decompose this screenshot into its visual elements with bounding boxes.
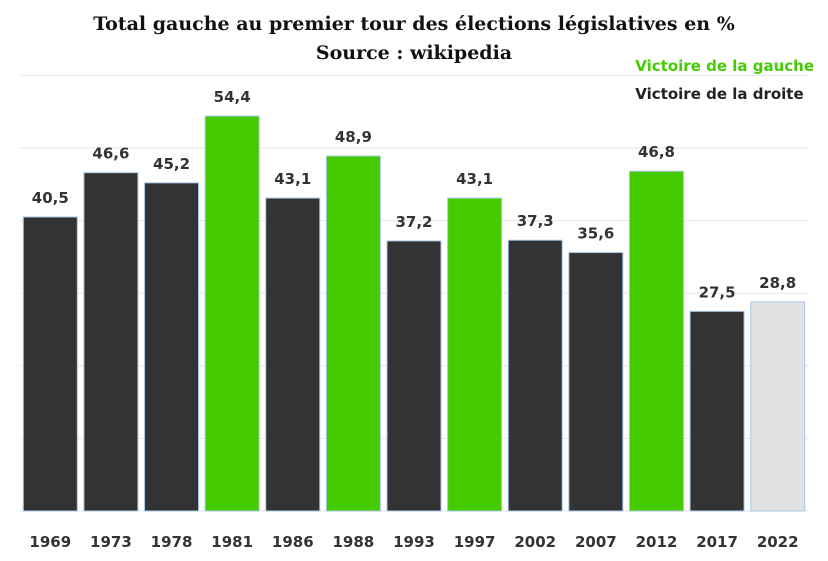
chart-title-block: Total gauche au premier tour des électio… — [0, 10, 828, 68]
x-tick-label: 1969 — [29, 533, 71, 551]
x-tick-label: 1997 — [454, 533, 496, 551]
bar — [22, 216, 78, 512]
legend-item-droite: Victoire de la droite — [635, 85, 804, 103]
bar — [83, 172, 139, 512]
bar — [325, 155, 381, 512]
chart-subtitle: Source : wikipedia — [315, 42, 513, 64]
data-label: 37,2 — [395, 213, 432, 231]
x-tick-label: 1988 — [333, 533, 375, 551]
bar — [204, 115, 260, 512]
data-label: 43,1 — [456, 170, 493, 188]
data-label: 37,3 — [517, 212, 554, 230]
bar — [750, 301, 806, 512]
bar — [507, 239, 563, 512]
data-label: 28,8 — [759, 274, 796, 292]
x-tick-label: 2017 — [696, 533, 738, 551]
bar — [447, 197, 503, 512]
x-tick-label: 1973 — [90, 533, 132, 551]
bar — [265, 197, 321, 512]
x-tick-label: 1993 — [393, 533, 435, 551]
data-label: 46,6 — [92, 145, 129, 163]
data-label: 27,5 — [699, 283, 736, 301]
x-tick-label: 1981 — [211, 533, 253, 551]
data-label: 48,9 — [335, 128, 372, 146]
bar — [144, 182, 200, 512]
x-tick-label: 1986 — [272, 533, 314, 551]
data-label: 45,2 — [153, 155, 190, 173]
chart-title: Total gauche au premier tour des électio… — [93, 13, 735, 35]
data-label: 35,6 — [577, 225, 614, 243]
bar — [689, 310, 745, 512]
x-tick-label: 1978 — [151, 533, 193, 551]
data-label: 40,5 — [32, 189, 69, 207]
x-tick-label: 2007 — [575, 533, 617, 551]
legend: Victoire de la gauche Victoire de la dro… — [635, 52, 814, 108]
x-tick-label: 2012 — [636, 533, 678, 551]
bar — [386, 240, 442, 512]
legend-item-gauche: Victoire de la gauche — [635, 57, 814, 75]
x-tick-label: 2002 — [514, 533, 556, 551]
data-label: 46,8 — [638, 143, 675, 161]
bar — [568, 252, 624, 512]
x-tick-label: 2022 — [757, 533, 799, 551]
data-label: 43,1 — [274, 170, 311, 188]
data-label: 54,4 — [214, 88, 251, 106]
bar — [628, 170, 684, 512]
